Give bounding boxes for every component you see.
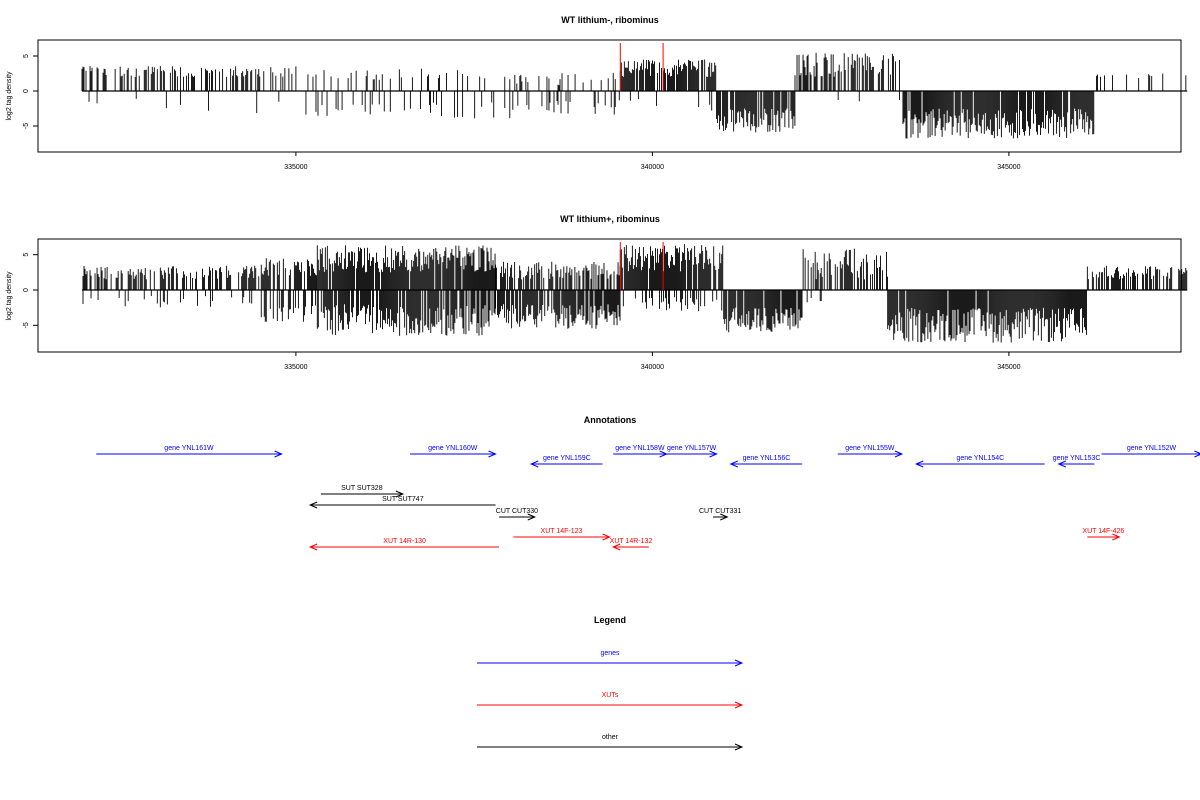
feature-arrowhead bbox=[488, 450, 497, 458]
x-tick-label: 340000 bbox=[641, 164, 664, 171]
feature-gene: gene YNL157W bbox=[666, 445, 718, 458]
feature-gene: gene YNL160W bbox=[409, 445, 497, 458]
feature-label: SUT SUT328 bbox=[341, 485, 383, 492]
y-tick-label: -5 bbox=[23, 123, 30, 129]
feature-arrowhead bbox=[894, 450, 904, 458]
axes: -5 0 5 335000 340000 345000 bbox=[23, 54, 1021, 171]
feature-label: CUT CUT330 bbox=[496, 508, 538, 515]
y-tick-label: 5 bbox=[23, 253, 30, 257]
feature-arrowhead bbox=[734, 701, 744, 709]
feature-gene: gene YNL153C bbox=[1053, 455, 1101, 468]
feature-label: gene YNL153C bbox=[1053, 455, 1101, 462]
feature-arrows: gene YNL161W gene YNL160W gene YNL159C gene… bbox=[96, 445, 1200, 551]
x-tick-label: 340000 bbox=[641, 364, 664, 371]
feature-arrowhead bbox=[527, 513, 537, 521]
feature-arrowhead bbox=[529, 460, 539, 468]
feature-arrowhead bbox=[734, 743, 744, 751]
feature-other: CUT CUT330 bbox=[496, 508, 538, 521]
feature-label: gene YNL160W bbox=[428, 445, 478, 452]
feature-label: gene YNL161W bbox=[164, 445, 214, 452]
feature-arrowhead bbox=[729, 460, 739, 468]
feature-label: XUT 14R-130 bbox=[383, 538, 426, 545]
feature-xut: XUT 14R-130 bbox=[308, 538, 500, 551]
annotation-track: Annotations gene YNL161W gene YNL160Wgene… bbox=[96, 415, 1200, 551]
feature-arrowhead bbox=[395, 490, 405, 498]
feature-arrowhead bbox=[308, 543, 318, 551]
feature-gene: gene YNL152W bbox=[1101, 445, 1200, 458]
legend: Legend genes XUTs other bbox=[477, 615, 744, 751]
annotations-title: Annotations bbox=[584, 415, 637, 425]
x-tick-label: 335000 bbox=[284, 164, 307, 171]
feature-arrowhead bbox=[1194, 450, 1200, 458]
feature-gene: gene YNL158W bbox=[613, 445, 668, 458]
feature-label: XUT 14R-132 bbox=[610, 538, 653, 545]
feature-xut: XUT 14F-123 bbox=[513, 528, 611, 541]
feature-label: XUT 14F-123 bbox=[541, 528, 583, 535]
feature-label: gene YNL155W bbox=[845, 445, 895, 452]
y-axis-label: log2 tag density bbox=[6, 271, 13, 321]
feature-label: gene YNL157W bbox=[667, 445, 717, 452]
x-tick-label: 345000 bbox=[997, 164, 1020, 171]
y-tick-label: 0 bbox=[23, 288, 30, 292]
axes: -5 0 5 335000 340000 345000 bbox=[23, 253, 1021, 371]
feature-arrowhead bbox=[720, 513, 729, 521]
x-tick-label: 335000 bbox=[284, 364, 307, 371]
feature-arrowhead bbox=[734, 659, 744, 667]
bar-marks bbox=[82, 242, 1188, 343]
feature-arrowhead bbox=[1057, 460, 1067, 468]
legend-entry: XUTs bbox=[477, 692, 744, 709]
feature-gene: gene YNL155W bbox=[837, 445, 904, 458]
legend-label: XUTs bbox=[602, 692, 619, 699]
feature-gene: gene YNL159C bbox=[529, 455, 603, 468]
panel-title: WT lithium+, ribominus bbox=[560, 214, 660, 224]
feature-label: gene YNL158W bbox=[615, 445, 665, 452]
legend-entry: genes bbox=[477, 650, 744, 667]
legend-title: Legend bbox=[594, 615, 626, 625]
signal-panel-lithium-plus: WT lithium+, ribominus log2 tag density … bbox=[6, 214, 1188, 371]
signal-panel-lithium-minus: WT lithium-, ribominus log2 tag density … bbox=[6, 15, 1188, 171]
feature-other: SUT SUT328 bbox=[320, 485, 405, 498]
y-tick-label: -5 bbox=[23, 322, 30, 328]
feature-other: SUT SUT747 bbox=[308, 496, 496, 509]
feature-label: gene YNL156C bbox=[743, 455, 791, 462]
feature-arrowhead bbox=[308, 501, 318, 509]
feature-xut: XUT 14R-132 bbox=[610, 538, 653, 551]
legend-label: genes bbox=[600, 650, 620, 657]
feature-label: gene YNL152W bbox=[1127, 445, 1177, 452]
feature-arrowhead bbox=[1112, 533, 1121, 541]
feature-arrowhead bbox=[274, 450, 283, 458]
feature-xut: XUT 14F-426 bbox=[1082, 528, 1124, 541]
feature-gene: gene YNL161W bbox=[96, 445, 283, 458]
feature-label: gene YNL154C bbox=[957, 455, 1005, 462]
legend-entry: other bbox=[477, 734, 744, 751]
legend-label: other bbox=[602, 734, 619, 741]
bar-marks bbox=[81, 43, 1188, 139]
feature-arrowhead bbox=[602, 533, 611, 541]
x-tick-label: 345000 bbox=[997, 364, 1020, 371]
legend-entries: genes XUTs other bbox=[477, 650, 744, 751]
feature-arrowhead bbox=[709, 450, 718, 458]
feature-label: CUT CUT331 bbox=[699, 508, 741, 515]
feature-other: CUT CUT331 bbox=[699, 508, 741, 521]
feature-label: gene YNL159C bbox=[543, 455, 591, 462]
y-tick-label: 5 bbox=[23, 54, 30, 58]
feature-gene: gene YNL156C bbox=[729, 455, 803, 468]
panel-title: WT lithium-, ribominus bbox=[561, 15, 659, 25]
feature-label: XUT 14F-426 bbox=[1082, 528, 1124, 535]
y-axis-label: log2 tag density bbox=[6, 71, 13, 121]
feature-arrowhead bbox=[611, 543, 621, 551]
feature-arrowhead bbox=[914, 460, 924, 468]
feature-gene: gene YNL154C bbox=[914, 455, 1045, 468]
feature-label: SUT SUT747 bbox=[382, 496, 424, 503]
y-tick-label: 0 bbox=[23, 89, 30, 93]
